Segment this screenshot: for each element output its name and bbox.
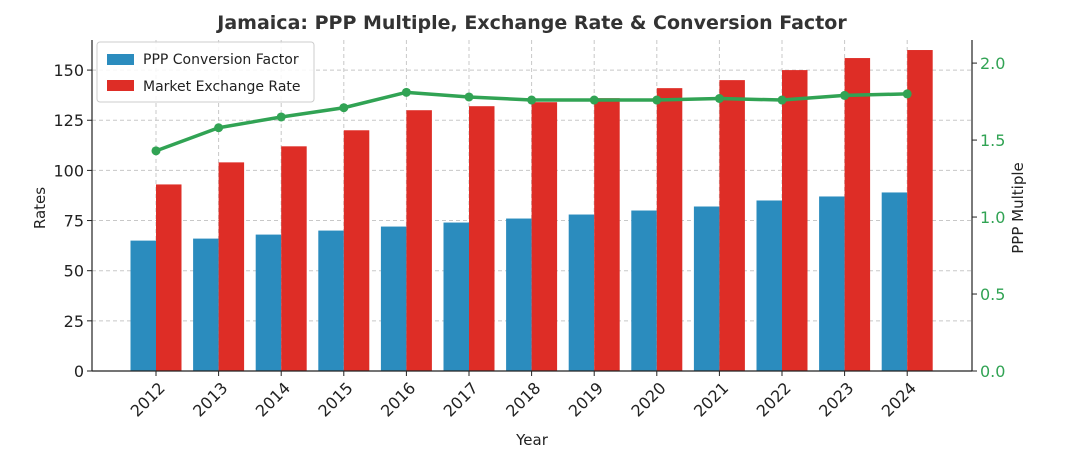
tick-label-bottom: 2016 [377,378,419,420]
bar-ppp-conversion-factor [819,196,845,371]
bar-market-exchange-rate [469,106,495,371]
bar-ppp-conversion-factor [756,200,782,371]
bars [130,50,933,372]
bar-ppp-conversion-factor [443,222,469,371]
y-axis-label: Rates [31,187,49,229]
tick-label-bottom: 2014 [252,378,294,420]
bar-market-exchange-rate [281,146,307,371]
bar-ppp-conversion-factor [193,238,219,371]
tick-label-bottom: 2017 [440,378,482,420]
tick-label-left: 125 [53,111,84,130]
tick-label-right: 0.0 [980,362,1005,381]
tick-label-left: 150 [53,61,84,80]
tick-label-left: 75 [64,212,84,231]
point-ppp-multiple [777,95,787,105]
chart-title: Jamaica: PPP Multiple, Exchange Rate & C… [215,12,847,34]
point-ppp-multiple [401,87,411,97]
tick-label-bottom: 2019 [565,378,607,420]
tick-label-right: 1.0 [980,208,1005,227]
bar-market-exchange-rate [343,130,370,371]
point-ppp-multiple [276,112,286,122]
tick-label-left: 100 [53,161,84,180]
point-ppp-multiple [214,123,224,133]
bar-ppp-conversion-factor [506,218,532,371]
point-ppp-multiple [652,95,662,105]
bar-market-exchange-rate [656,88,683,372]
point-ppp-multiple [151,146,161,156]
tick-label-left: 25 [64,312,84,331]
point-ppp-multiple [339,103,349,113]
bar-ppp-conversion-factor [318,230,344,371]
bar-market-exchange-rate [531,102,558,372]
bar-market-exchange-rate [844,58,871,372]
legend-swatch-market-exchange-rate [107,80,134,91]
tick-label-left: 0 [74,362,84,381]
tick-label-bottom: 2015 [314,378,356,420]
tick-label-bottom: 2023 [815,378,857,420]
point-ppp-multiple [714,94,724,104]
bar-ppp-conversion-factor [568,214,595,371]
point-ppp-multiple [589,95,599,105]
tick-label-bottom: 2018 [502,378,544,420]
bar-market-exchange-rate [594,98,620,372]
point-ppp-multiple [527,95,537,105]
bar-market-exchange-rate [218,162,245,371]
x-axis-label: Year [515,431,549,449]
bar-market-exchange-rate [907,50,933,371]
line-series [151,87,912,156]
tick-label-bottom: 2024 [878,378,920,420]
bar-ppp-conversion-factor [130,240,156,371]
bar-ppp-conversion-factor [881,192,908,371]
tick-label-bottom: 2022 [753,378,795,420]
tick-label-right: 0.5 [980,285,1005,304]
tick-label-left: 50 [64,262,84,281]
point-ppp-multiple [840,90,850,100]
legend: PPP Conversion Factor Market Exchange Ra… [96,41,315,103]
legend-swatch-ppp-conversion-factor [107,54,134,65]
bar-ppp-conversion-factor [380,226,407,371]
tick-label-right: 2.0 [980,54,1005,73]
bar-ppp-conversion-factor [631,210,657,371]
tick-label-right: 1.5 [980,131,1005,150]
bar-market-exchange-rate [156,184,182,371]
bar-market-exchange-rate [719,80,745,371]
y2-axis-label: PPP Multiple [1009,162,1027,254]
tick-label-bottom: 2012 [127,378,169,420]
point-ppp-multiple [464,92,474,102]
legend-label-ppp-conversion-factor: PPP Conversion Factor [143,52,299,68]
tick-label-bottom: 2013 [189,378,231,420]
bar-market-exchange-rate [782,70,808,371]
legend-box [96,41,315,103]
bar-ppp-conversion-factor [693,206,720,371]
point-ppp-multiple [902,89,912,99]
bar-market-exchange-rate [406,110,432,371]
legend-label-market-exchange-rate: Market Exchange Rate [143,79,301,95]
tick-label-bottom: 2021 [690,378,732,420]
bar-ppp-conversion-factor [255,234,282,371]
tick-label-bottom: 2020 [627,378,669,420]
